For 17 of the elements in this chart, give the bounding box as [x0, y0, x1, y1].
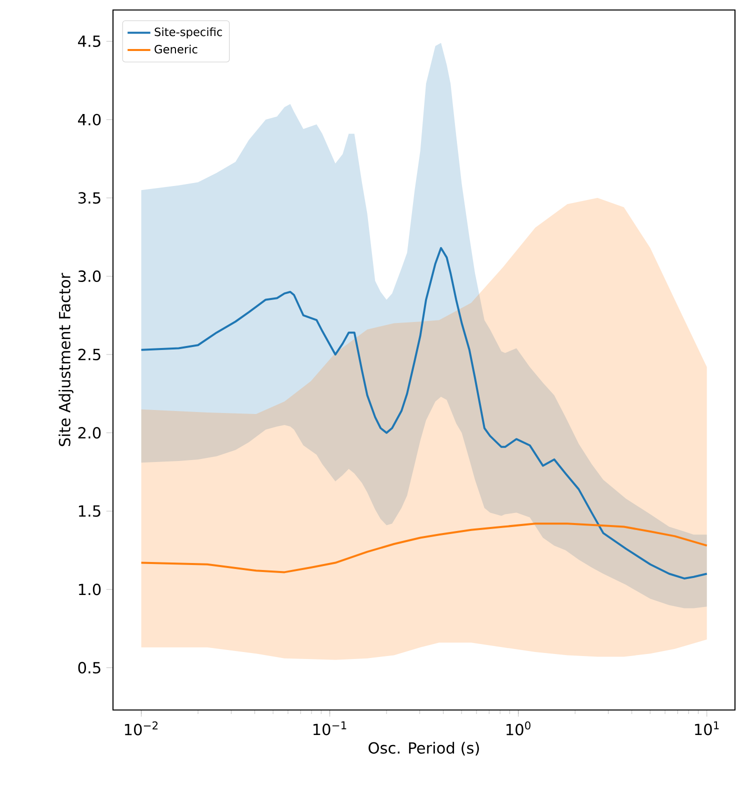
legend-label: Generic [154, 44, 198, 54]
x-tick-label: 10$^{0}$ [506, 721, 530, 736]
y-tick-label: 2.0 [78, 427, 101, 439]
legend-label: Site-specific [154, 27, 222, 38]
x-tick-label: 10$^{1}$ [695, 721, 719, 736]
y-tick-label: 3.5 [78, 192, 100, 204]
y-tick-label: 2.5 [78, 348, 100, 360]
x-tick-label: 10$^{−2}$ [124, 721, 158, 736]
y-tick-label: 3.0 [78, 270, 101, 282]
y-axis-title: Site Adjustment Factor [58, 272, 74, 446]
y-tick-label: 0.5 [78, 662, 100, 674]
y-tick-label: 1.5 [78, 505, 100, 517]
x-axis-title: Osc. Period (s) [368, 742, 479, 756]
y-tick-label: 4.0 [78, 114, 101, 126]
y-tick-label: 4.5 [78, 36, 100, 48]
x-tick-label: 10$^{−1}$ [313, 721, 346, 736]
y-tick-label: 1.0 [78, 584, 101, 596]
